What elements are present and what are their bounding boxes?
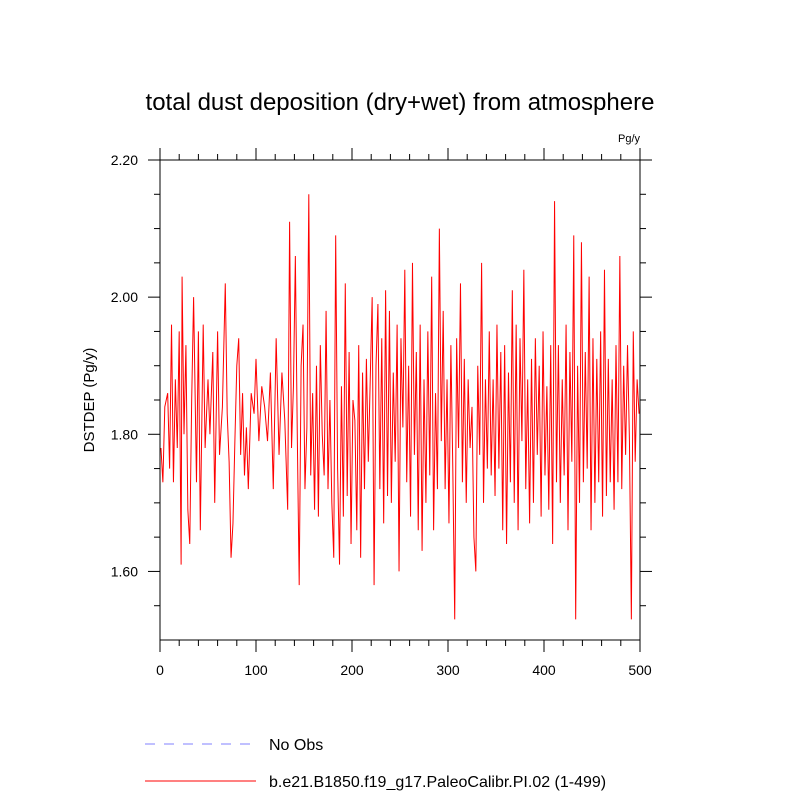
legend: No Obs b.e21.B1850.f19_g17.PaleoCalibr.P…	[145, 737, 606, 791]
x-tick-label: 0	[156, 662, 164, 678]
y-tick-label: 2.00	[111, 289, 138, 305]
units-label: Pg/y	[618, 133, 641, 145]
axis-ticks: 0 100 200 300 400 500 1.60 1.80 2.00 2.20	[111, 148, 652, 678]
y-tick-label: 1.60	[111, 563, 138, 579]
x-tick-label: 500	[628, 662, 652, 678]
series-group	[160, 194, 640, 620]
legend-label-run: b.e21.B1850.f19_g17.PaleoCalibr.PI.02 (1…	[269, 774, 606, 791]
y-tick-label: 2.20	[111, 152, 138, 168]
x-tick-label: 400	[532, 662, 556, 678]
series-line-1	[160, 194, 640, 620]
y-tick-label: 1.80	[111, 426, 138, 442]
y-axis-label: DSTDEP (Pg/y)	[81, 348, 98, 453]
legend-label-no-obs: No Obs	[269, 737, 323, 754]
x-tick-label: 100	[244, 662, 268, 678]
chart-title: total dust deposition (dry+wet) from atm…	[146, 89, 655, 116]
x-tick-label: 200	[340, 662, 364, 678]
x-tick-label: 300	[436, 662, 460, 678]
